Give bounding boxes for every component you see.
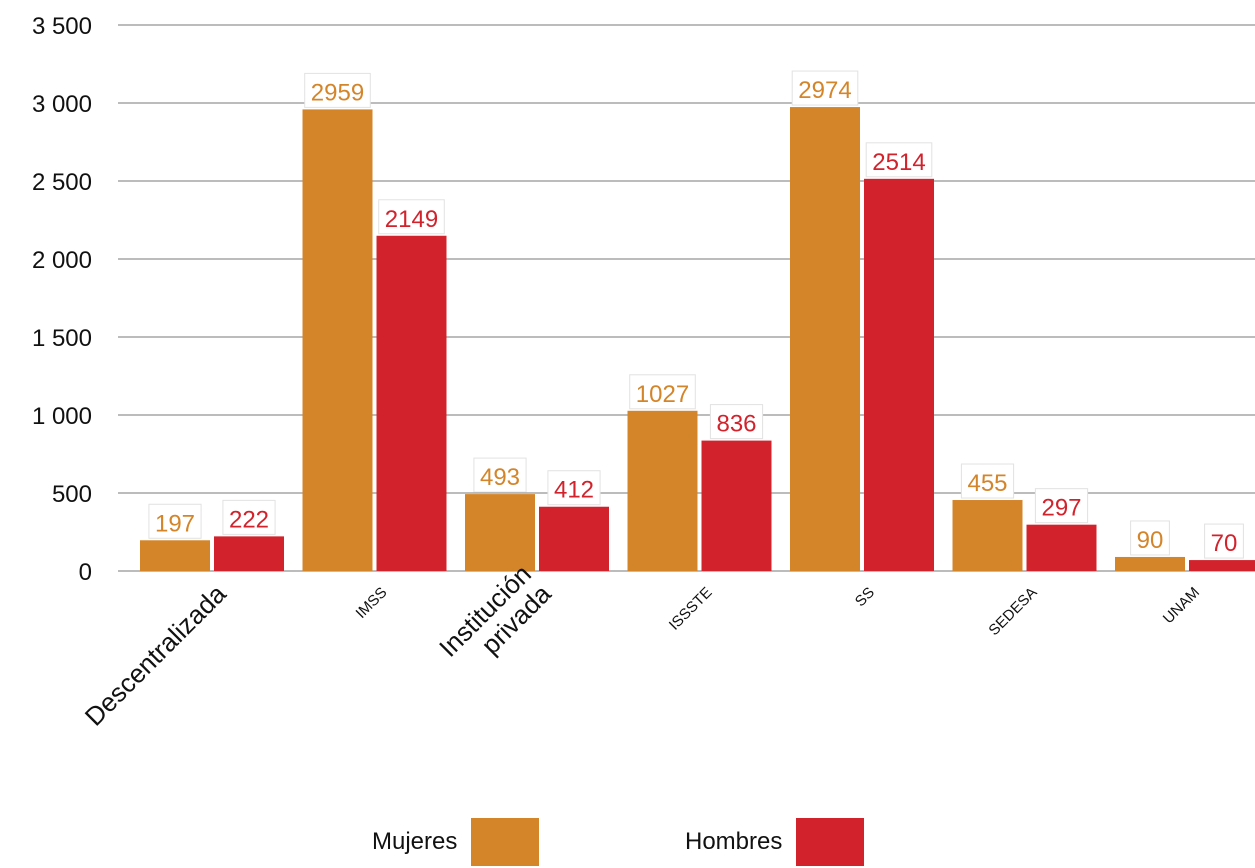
data-labels: 197 222 2959 2149 493 412 1027 836 2974 2514 455 29… <box>148 70 1244 559</box>
data-label-box <box>791 70 859 106</box>
legend: Mujeres Hombres <box>0 818 1255 868</box>
legend-label-mujeres: Mujeres <box>372 828 458 855</box>
data-label-mujeres: 2974 <box>798 77 851 104</box>
x-tick-label: SEDESA <box>985 584 1040 639</box>
x-tick-label-line: Descentralizada <box>79 578 232 731</box>
y-tick-label: 1 000 <box>32 403 92 430</box>
data-label-box <box>1034 488 1089 524</box>
legend-swatch-hombres <box>796 818 865 866</box>
data-label-box <box>1204 523 1244 559</box>
x-tick-label-line: ISSSTE <box>666 584 716 634</box>
data-label-box <box>473 457 527 493</box>
data-label-mujeres: 455 <box>967 470 1007 497</box>
data-label-hombres: 2514 <box>872 149 925 176</box>
data-label-box <box>865 142 933 178</box>
data-label-box <box>960 463 1015 499</box>
x-tick-label: SS <box>852 584 878 610</box>
y-axis-tick-labels: 0 500 1 000 1 500 2 000 2 500 3 000 3 500 <box>32 13 92 586</box>
bar-hombres <box>539 506 609 571</box>
bar-hombres <box>701 440 772 571</box>
bar-mujeres <box>790 107 860 571</box>
legend-swatch-mujeres <box>471 818 540 866</box>
x-tick-label: Descentralizada <box>79 578 232 731</box>
y-tick-label: 1 500 <box>32 325 92 352</box>
bar-hombres <box>214 536 284 571</box>
data-label-box <box>709 404 764 440</box>
data-label-hombres: 297 <box>1041 495 1081 522</box>
legend-item-mujeres: Mujeres <box>372 818 540 866</box>
x-tick-label: ISSSTE <box>666 584 716 634</box>
bar-hombres <box>1026 524 1097 571</box>
data-label-box <box>148 503 202 539</box>
x-tick-label: IMSS <box>353 584 391 622</box>
legend-item-hombres: Hombres <box>685 818 865 866</box>
x-tick-label-line: UNAM <box>1160 584 1203 627</box>
y-tick-label: 500 <box>52 481 92 508</box>
data-label-box <box>378 199 445 235</box>
legend-label-hombres: Hombres <box>685 828 783 855</box>
y-tick-label: 2 500 <box>32 169 92 196</box>
x-tick-label-line: SS <box>852 584 878 610</box>
data-label-hombres: 412 <box>554 477 594 504</box>
data-label-hombres: 2149 <box>385 206 438 233</box>
bar-mujeres <box>302 109 373 572</box>
data-label-hombres: 836 <box>716 411 756 438</box>
x-tick-label: UNAM <box>1160 584 1203 627</box>
data-label-mujeres: 90 <box>1137 527 1164 554</box>
data-label-box <box>1130 520 1170 556</box>
x-tick-label-line: IMSS <box>353 584 391 622</box>
data-label-box <box>304 72 371 108</box>
data-label-mujeres: 493 <box>480 464 520 491</box>
bar-mujeres <box>952 500 1023 571</box>
bar-hombres <box>1189 560 1255 571</box>
data-label-box <box>222 499 276 535</box>
x-tick-label-line: SEDESA <box>985 584 1040 639</box>
bar-mujeres <box>465 494 535 571</box>
data-label-mujeres: 197 <box>155 510 195 537</box>
bar-mujeres <box>627 410 698 571</box>
bar-mujeres <box>140 540 210 571</box>
bar-mujeres <box>1115 556 1185 571</box>
data-label-mujeres: 1027 <box>636 381 689 408</box>
bar-hombres <box>376 235 447 572</box>
y-tick-label: 3 000 <box>32 91 92 118</box>
data-label-box <box>547 470 601 506</box>
data-label-hombres: 70 <box>1211 530 1238 557</box>
bars <box>140 107 1255 572</box>
bar-hombres <box>864 178 934 572</box>
y-tick-label: 2 000 <box>32 247 92 274</box>
y-tick-label: 0 <box>79 559 92 586</box>
y-tick-label: 3 500 <box>32 13 92 40</box>
data-label-mujeres: 2959 <box>311 79 364 106</box>
data-label-hombres: 222 <box>229 506 269 533</box>
data-label-box <box>629 374 696 410</box>
